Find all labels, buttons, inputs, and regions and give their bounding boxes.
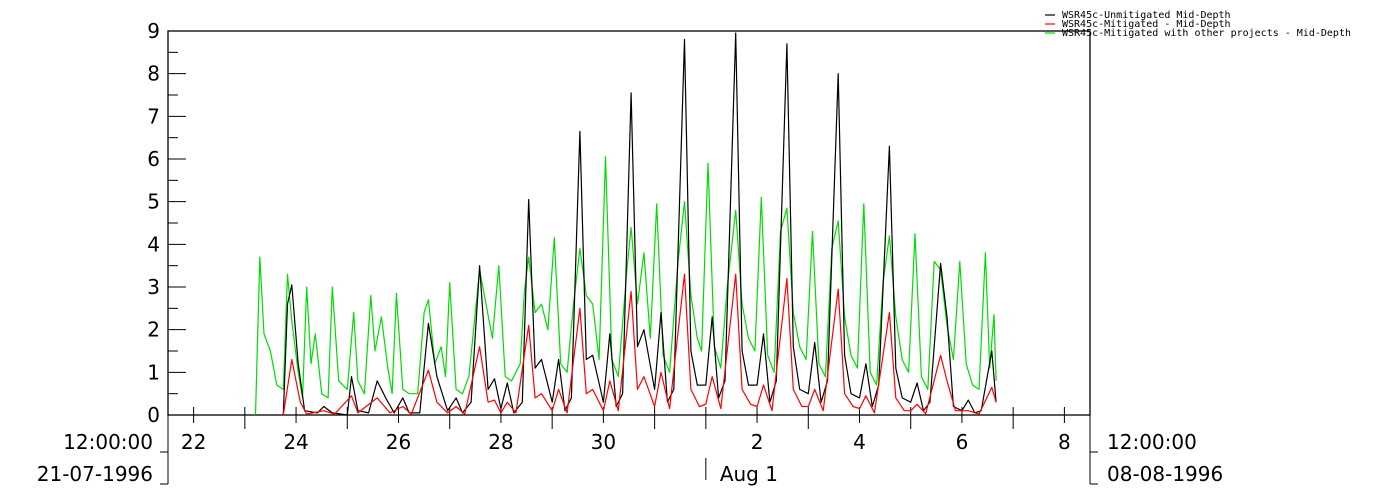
x-tick-label: 30 xyxy=(591,430,616,454)
end-time-label: 12:00:00 xyxy=(1107,430,1197,454)
plot-border xyxy=(167,30,1091,416)
y-tick-label: 0 xyxy=(147,403,160,427)
series-line-2 xyxy=(282,273,997,416)
x-tick-label: 2 xyxy=(751,430,764,454)
x-axis: 22 24 26 28 30 2 4 6 8 xyxy=(160,407,1098,485)
y-tick-label: 9 xyxy=(147,19,160,43)
x-tick-label: 8 xyxy=(1058,430,1071,454)
month-label: Aug 1 xyxy=(720,462,778,486)
y-tick-label: 1 xyxy=(147,360,160,384)
plot-frame xyxy=(167,30,1091,416)
legend: WSR45c-Unmitigated Mid-DepthWSR45c-Mitig… xyxy=(1045,10,1351,39)
series-line-1 xyxy=(282,32,997,416)
y-tick-label: 6 xyxy=(147,147,160,171)
x-tick-label: 24 xyxy=(283,430,308,454)
end-date-label: 08-08-1996 xyxy=(1107,462,1223,486)
x-tick-label: 4 xyxy=(853,430,866,454)
y-tick-label: 4 xyxy=(147,232,160,256)
start-date-label: 21-07-1996 xyxy=(37,462,153,486)
series-lines xyxy=(254,32,997,416)
y-tick-label: 3 xyxy=(147,275,160,299)
x-tick-label: 22 xyxy=(181,430,206,454)
x-tick-label: 28 xyxy=(488,430,513,454)
x-tick-label: 6 xyxy=(956,430,969,454)
legend-label: WSR45c-Mitigated - Mid-Depth xyxy=(1062,19,1231,30)
y-tick-label: 8 xyxy=(147,62,160,86)
start-time-label: 12:00:00 xyxy=(63,430,153,454)
legend-label: WSR45c-Mitigated with other projects - M… xyxy=(1062,28,1351,39)
y-tick-label: 5 xyxy=(147,190,160,214)
legend-label: WSR45c-Unmitigated Mid-Depth xyxy=(1062,10,1231,21)
y-tick-label: 2 xyxy=(147,318,160,342)
y-tick-label: 7 xyxy=(147,104,160,128)
y-axis: 0 1 2 3 4 5 6 7 8 9 xyxy=(147,19,186,427)
x-tick-label: 26 xyxy=(386,430,411,454)
